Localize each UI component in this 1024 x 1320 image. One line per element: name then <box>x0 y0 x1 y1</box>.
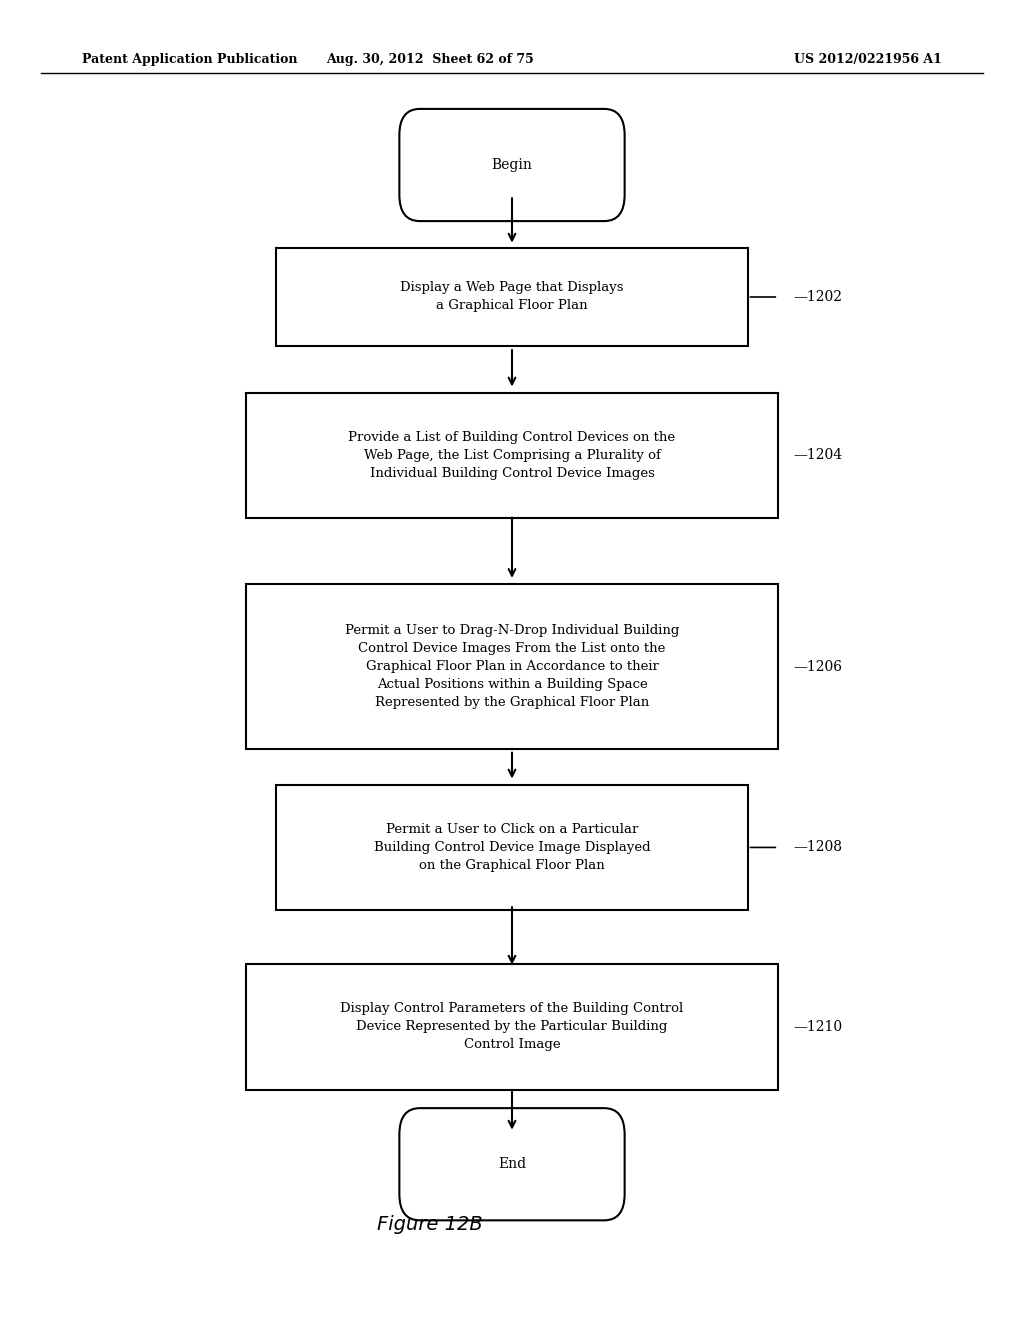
Text: —1204: —1204 <box>794 449 843 462</box>
Text: Permit a User to Click on a Particular
Building Control Device Image Displayed
o: Permit a User to Click on a Particular B… <box>374 822 650 873</box>
Text: Permit a User to Drag-N-Drop Individual Building
Control Device Images From the : Permit a User to Drag-N-Drop Individual … <box>345 624 679 709</box>
FancyBboxPatch shape <box>276 784 748 911</box>
Text: —1210: —1210 <box>794 1020 843 1034</box>
Text: Display a Web Page that Displays
a Graphical Floor Plan: Display a Web Page that Displays a Graph… <box>400 281 624 313</box>
Text: —1208: —1208 <box>794 841 843 854</box>
FancyBboxPatch shape <box>246 393 778 517</box>
Text: Figure 12B: Figure 12B <box>377 1216 483 1234</box>
Text: Display Control Parameters of the Building Control
Device Represented by the Par: Display Control Parameters of the Buildi… <box>340 1002 684 1052</box>
Text: US 2012/0221956 A1: US 2012/0221956 A1 <box>795 53 942 66</box>
FancyBboxPatch shape <box>399 1109 625 1220</box>
Text: End: End <box>498 1158 526 1171</box>
Text: Provide a List of Building Control Devices on the
Web Page, the List Comprising : Provide a List of Building Control Devic… <box>348 430 676 480</box>
Text: —1202: —1202 <box>794 290 843 304</box>
FancyBboxPatch shape <box>246 964 778 1090</box>
Text: —1206: —1206 <box>794 660 843 673</box>
Text: Begin: Begin <box>492 158 532 172</box>
FancyBboxPatch shape <box>276 248 748 346</box>
Text: Patent Application Publication: Patent Application Publication <box>82 53 297 66</box>
Text: Aug. 30, 2012  Sheet 62 of 75: Aug. 30, 2012 Sheet 62 of 75 <box>327 53 534 66</box>
FancyBboxPatch shape <box>399 110 625 220</box>
FancyBboxPatch shape <box>246 583 778 750</box>
